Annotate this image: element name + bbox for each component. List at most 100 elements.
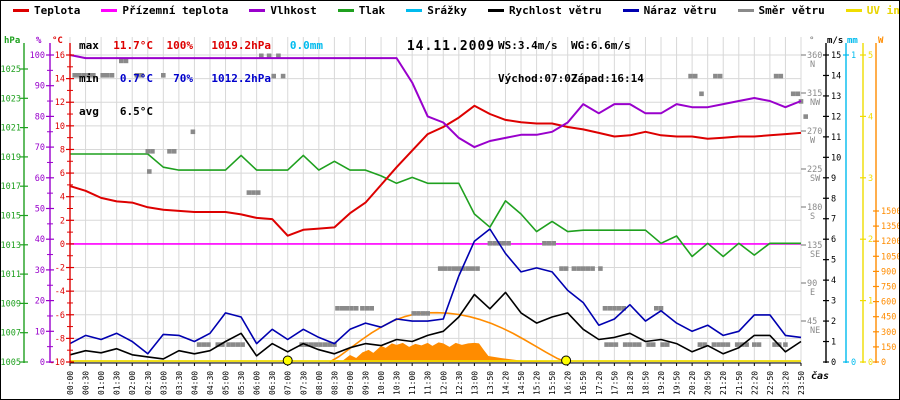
legend-swatch <box>406 8 423 12</box>
wind-dir-point <box>613 342 619 347</box>
wind-dir-point <box>349 306 354 311</box>
wind-dir-point <box>201 342 207 347</box>
wind-dir-point <box>713 73 718 79</box>
wind-dir-point <box>658 306 664 311</box>
wind-dir-point <box>598 266 603 271</box>
avg-temp: 6.5°C <box>119 105 153 118</box>
wind-dir-point <box>150 149 155 154</box>
wind-dir-point <box>437 266 443 271</box>
temperature-tick-label: 8 <box>60 145 65 155</box>
pressure-tick-label: 1005 <box>1 358 21 368</box>
x-tick-label: 22:50 <box>766 371 775 395</box>
wind-dir-compass-label: NW <box>810 98 821 108</box>
wind-tick-label: 7 <box>831 215 836 225</box>
chart-legend: Teplota Přízemní teplota Vlhkost Tlak Srážky… <box>13 3 899 17</box>
legend-label: Rychlost větru <box>508 3 602 17</box>
stats-left: max 11.7°C 100% 1019.2hPa 0.0mm min 0.7°C 70% 1… <box>79 18 323 139</box>
min-pressure: 1012.2hPa <box>211 72 271 85</box>
wind-dir-point <box>280 73 286 79</box>
wind-dir-point <box>646 342 651 347</box>
axis-header-degc: °C <box>52 36 63 46</box>
solar-tick-label: 750 <box>881 282 896 292</box>
x-tick-label: 16:20 <box>564 371 573 395</box>
x-tick-label: 17:20 <box>595 371 604 395</box>
wind-dir-point <box>313 342 318 347</box>
x-tick-label: 08:30 <box>330 371 339 395</box>
humidity-tick-label: 100 <box>30 51 45 61</box>
wind-dir-point <box>571 266 577 271</box>
max-pressure: 1019.2hPa <box>211 39 271 52</box>
x-tick-label: 20:50 <box>704 371 713 395</box>
wind-dir-tick-label: 360 <box>807 51 822 61</box>
axis-header-mm: mm <box>847 36 858 46</box>
x-tick-label: 06:30 <box>268 371 277 395</box>
wind-dir-compass-label: E <box>810 288 815 298</box>
x-tick-label: 13:00 <box>470 371 479 395</box>
x-tick-label: 22:20 <box>750 371 759 395</box>
wind-dir-point <box>332 342 337 347</box>
wind-dir-compass-label: N <box>810 60 815 70</box>
legend-swatch <box>737 8 754 12</box>
max-label: max <box>79 39 99 52</box>
x-tick-label: 00:30 <box>82 371 91 395</box>
humidity-tick-label: 90 <box>35 82 45 92</box>
wind-dir-point <box>235 342 241 347</box>
humidity-tick-label: 10 <box>35 327 45 337</box>
wind-dir-tick-label: 180 <box>807 203 822 213</box>
temperature-tick-label: -2 <box>55 264 65 274</box>
wind-speed-line <box>69 291 802 360</box>
wind-dir-point <box>451 266 457 271</box>
x-tick-label: 19:20 <box>657 371 666 395</box>
wind-tick-label: 5 <box>831 256 836 266</box>
legend-item-4: Srážky <box>406 4 467 17</box>
temperature-tick-label: -4 <box>55 287 65 297</box>
axis-header-w: W <box>878 36 884 46</box>
pressure-tick-label: 1007 <box>1 329 21 339</box>
stats-max-row: max 11.7°C 100% 1019.2hPa 0.0mm <box>79 40 323 51</box>
wind-dir-point <box>616 306 622 311</box>
wind-dir-point <box>220 342 225 347</box>
wind-dir-point <box>123 58 129 64</box>
wind-dir-point <box>778 73 784 79</box>
x-tick-label: 03:00 <box>159 371 168 395</box>
pressure-tick-label: 1013 <box>1 241 21 251</box>
x-tick-label: 13:50 <box>486 371 495 395</box>
temperature-tick-label: -8 <box>55 334 65 344</box>
wind-dir-point <box>756 342 762 347</box>
x-tick-label: 19:50 <box>673 371 682 395</box>
wind-dir-point <box>559 266 564 271</box>
legend-label: Vlhkost <box>270 3 317 17</box>
x-tick-label: 21:20 <box>719 371 728 395</box>
x-tick-label: 09:30 <box>362 371 371 395</box>
x-tick-label: 10:30 <box>393 371 402 395</box>
solar-tick-label: 1500 <box>881 207 900 217</box>
wind-dir-point <box>590 266 595 271</box>
wind-dir-point <box>360 306 365 311</box>
x-tick-label: 07:30 <box>299 371 308 395</box>
temperature-tick-label: 12 <box>55 98 65 108</box>
stats-min-row: min 0.7°C 70% 1012.2hPa <box>79 73 323 84</box>
wind-dir-point <box>470 266 476 271</box>
axis-header-ms: m/s <box>827 36 844 46</box>
wind-dir-point <box>790 91 796 97</box>
sun-marker <box>561 355 572 366</box>
temperature-tick-label: 14 <box>55 75 65 85</box>
x-tick-label: 02:30 <box>144 371 153 395</box>
humidity-tick-label: 0 <box>40 358 45 368</box>
wind-dir-point <box>271 73 276 79</box>
wind-dir-point <box>318 342 323 347</box>
wind-dir-point <box>465 266 471 271</box>
wind-dir-point <box>161 73 166 78</box>
min-temp: 0.7°C <box>119 72 153 85</box>
legend-item-2: Vlhkost <box>249 3 317 17</box>
axis-header-pct: % <box>36 36 42 46</box>
legend-swatch <box>13 8 29 12</box>
wind-dir-point <box>86 73 91 78</box>
solar-tick-label: 600 <box>881 298 896 308</box>
x-axis-label: čas <box>811 371 830 382</box>
uv-tick-label: 1 <box>868 297 873 307</box>
wind-gust-line <box>69 228 802 355</box>
wind-dir-point <box>134 73 140 78</box>
wind-dir-point <box>711 342 717 347</box>
wind-dir-point <box>716 342 721 347</box>
